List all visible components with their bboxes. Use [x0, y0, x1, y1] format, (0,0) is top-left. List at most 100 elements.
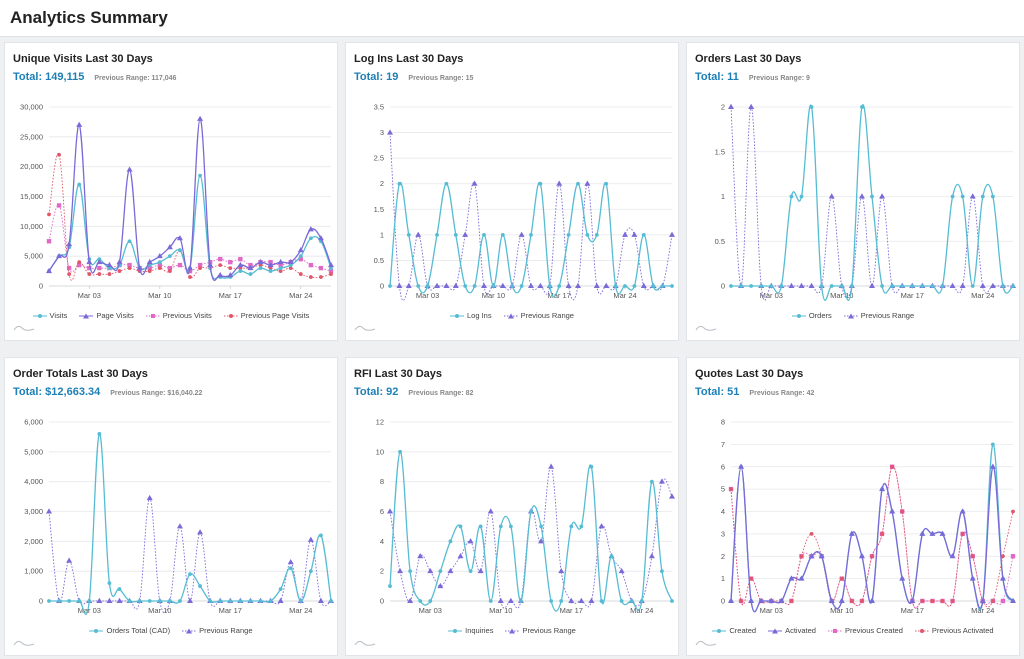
chart-type-icon[interactable]: [695, 638, 717, 646]
data-point[interactable]: [228, 259, 233, 265]
chart-type-icon[interactable]: [354, 638, 376, 646]
data-point[interactable]: [127, 239, 132, 244]
data-point[interactable]: [499, 282, 506, 288]
data-point[interactable]: [890, 464, 895, 469]
data-point[interactable]: [237, 261, 244, 268]
data-point[interactable]: [238, 266, 243, 270]
data-point[interactable]: [317, 597, 324, 603]
data-point[interactable]: [97, 272, 102, 276]
data-point[interactable]: [443, 282, 450, 288]
data-point[interactable]: [107, 266, 112, 270]
data-point[interactable]: [789, 599, 794, 603]
data-point[interactable]: [146, 494, 153, 501]
legend-item[interactable]: Orders Total (CAD): [89, 626, 170, 635]
data-point[interactable]: [613, 284, 618, 288]
data-point[interactable]: [307, 226, 314, 232]
data-point[interactable]: [56, 203, 62, 208]
data-point[interactable]: [585, 232, 590, 237]
data-point[interactable]: [488, 599, 493, 603]
data-point[interactable]: [307, 536, 314, 542]
data-point[interactable]: [588, 597, 595, 603]
data-point[interactable]: [920, 599, 925, 603]
data-point[interactable]: [669, 493, 675, 499]
data-point[interactable]: [828, 193, 835, 199]
data-point[interactable]: [188, 275, 192, 279]
data-point[interactable]: [839, 576, 844, 581]
data-point[interactable]: [900, 284, 905, 288]
legend-item[interactable]: Previous Page Visits: [223, 311, 309, 320]
data-point[interactable]: [1001, 554, 1005, 559]
data-point[interactable]: [96, 258, 103, 265]
data-point[interactable]: [858, 193, 865, 199]
data-point[interactable]: [268, 269, 273, 273]
data-point[interactable]: [197, 115, 204, 121]
legend-item[interactable]: Orders: [791, 311, 832, 320]
data-point[interactable]: [779, 284, 784, 288]
data-point[interactable]: [106, 597, 113, 603]
data-point[interactable]: [268, 266, 273, 270]
data-point[interactable]: [66, 241, 73, 247]
data-point[interactable]: [198, 173, 202, 178]
data-point[interactable]: [106, 261, 113, 268]
data-point[interactable]: [278, 587, 283, 591]
data-point[interactable]: [397, 567, 404, 574]
data-point[interactable]: [979, 282, 986, 288]
data-point[interactable]: [869, 597, 875, 603]
data-point[interactable]: [758, 597, 765, 603]
data-point[interactable]: [77, 599, 82, 603]
data-point[interactable]: [46, 508, 52, 514]
chart-type-icon[interactable]: [13, 323, 35, 331]
data-point[interactable]: [228, 599, 233, 603]
data-point[interactable]: [427, 567, 434, 574]
data-point[interactable]: [288, 263, 293, 268]
data-point[interactable]: [228, 266, 233, 270]
data-point[interactable]: [278, 269, 283, 273]
data-point[interactable]: [116, 597, 123, 603]
legend-item[interactable]: Previous Visits: [145, 311, 212, 320]
data-point[interactable]: [539, 524, 543, 529]
data-point[interactable]: [989, 463, 996, 469]
data-point[interactable]: [288, 266, 293, 270]
data-point[interactable]: [387, 508, 393, 514]
data-point[interactable]: [748, 103, 755, 109]
data-point[interactable]: [491, 284, 496, 288]
data-point[interactable]: [417, 553, 424, 559]
data-point[interactable]: [126, 166, 133, 172]
data-point[interactable]: [257, 258, 264, 265]
data-point[interactable]: [648, 553, 655, 559]
data-point[interactable]: [127, 266, 132, 270]
data-point[interactable]: [428, 599, 433, 603]
data-point[interactable]: [960, 531, 965, 536]
data-point[interactable]: [989, 282, 996, 288]
data-point[interactable]: [808, 553, 815, 559]
data-point[interactable]: [448, 539, 453, 544]
data-point[interactable]: [415, 231, 422, 237]
data-point[interactable]: [1010, 597, 1016, 603]
data-point[interactable]: [538, 181, 543, 186]
data-point[interactable]: [187, 264, 193, 271]
data-point[interactable]: [462, 231, 469, 237]
data-point[interactable]: [127, 599, 132, 603]
data-point[interactable]: [879, 485, 886, 492]
data-point[interactable]: [728, 597, 734, 603]
data-point[interactable]: [329, 272, 333, 276]
data-point[interactable]: [127, 262, 132, 268]
data-point[interactable]: [537, 282, 544, 288]
data-point[interactable]: [218, 263, 223, 268]
data-point[interactable]: [157, 262, 162, 268]
data-point[interactable]: [584, 180, 591, 186]
data-point[interactable]: [950, 599, 955, 603]
data-point[interactable]: [556, 180, 563, 186]
legend-item[interactable]: Previous Range: [505, 626, 576, 635]
data-point[interactable]: [788, 575, 795, 581]
data-point[interactable]: [238, 269, 243, 273]
data-point[interactable]: [870, 194, 874, 199]
data-point[interactable]: [308, 569, 313, 574]
data-point[interactable]: [579, 524, 584, 529]
data-point[interactable]: [749, 576, 754, 581]
data-point[interactable]: [147, 599, 152, 603]
data-point[interactable]: [1011, 509, 1015, 514]
legend-item[interactable]: Previous Created: [827, 626, 903, 635]
data-point[interactable]: [930, 599, 935, 603]
data-point[interactable]: [559, 599, 564, 603]
